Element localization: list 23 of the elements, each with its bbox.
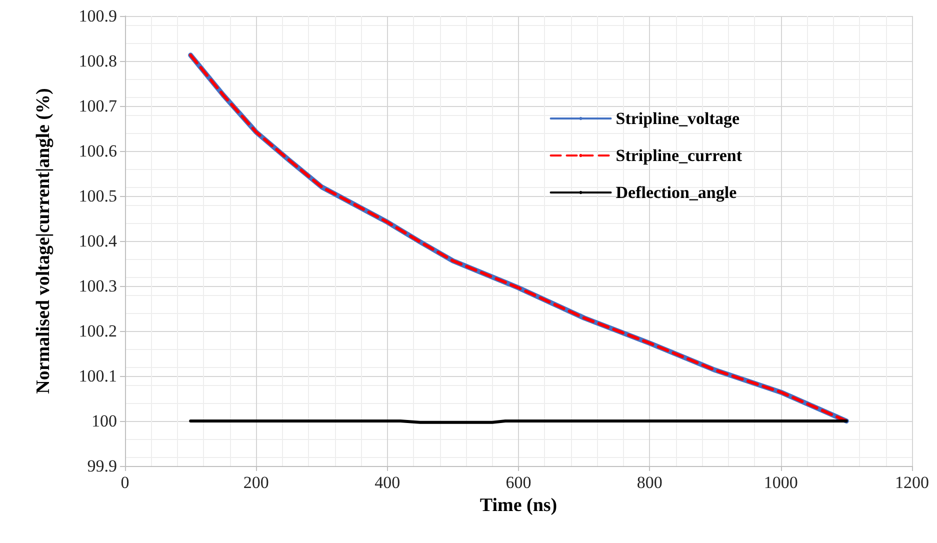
- x-axis-title: Time (ns): [480, 495, 558, 516]
- y-tick-label: 100: [92, 412, 117, 430]
- legend-label: Stripline_current: [616, 146, 742, 165]
- y-tick-label: 100.3: [78, 276, 117, 296]
- x-tick-label: 600: [506, 473, 532, 492]
- legend-label: Deflection_angle: [616, 183, 738, 202]
- y-tick-label: 100.9: [78, 6, 117, 26]
- x-tick-label: 1200: [895, 473, 929, 492]
- x-tick-label: 1000: [764, 473, 798, 492]
- y-tick-label: 100.7: [78, 96, 118, 116]
- y-tick-label: 100.8: [78, 52, 117, 70]
- y-tick-label: 100.6: [78, 142, 117, 160]
- x-tick-label: 200: [243, 473, 269, 492]
- y-tick-label: 100.4: [78, 232, 118, 250]
- y-tick-label: 100.5: [78, 186, 117, 206]
- y-tick-label: 100.2: [78, 322, 117, 340]
- legend-label: Stripline_voltage: [616, 109, 740, 128]
- x-tick-label: 800: [636, 473, 662, 492]
- y-tick-label: 99.9: [87, 456, 117, 476]
- x-tick-label: 400: [374, 473, 400, 492]
- y-axis-title: Normalised voltage|current|angle (%): [33, 88, 54, 394]
- x-tick-label: 0: [120, 473, 130, 492]
- y-tick-label: 100.1: [78, 366, 117, 386]
